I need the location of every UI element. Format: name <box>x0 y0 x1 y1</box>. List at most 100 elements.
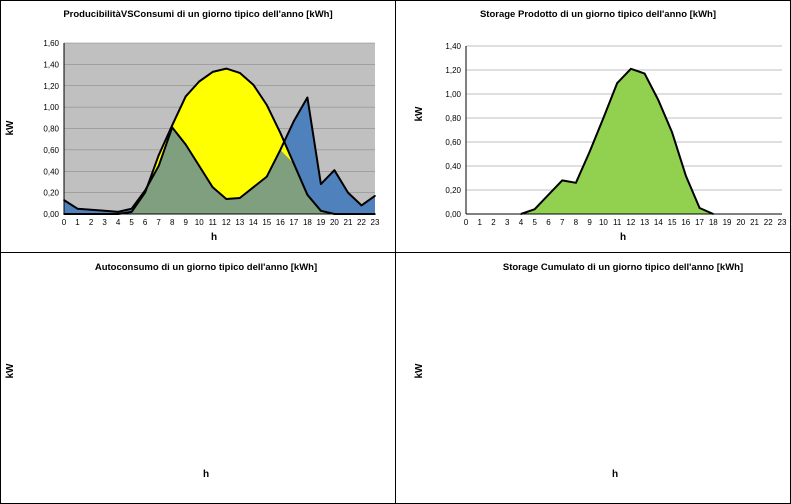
x-tick-label: 2 <box>89 218 94 227</box>
x-tick-label: 17 <box>695 218 704 227</box>
point-consumi <box>320 183 322 185</box>
x-tick-label: 17 <box>289 218 298 227</box>
point-producibilita <box>320 209 322 212</box>
line-consumi <box>63 96 376 213</box>
point-producibilita <box>157 154 160 157</box>
x-tick-label: 6 <box>143 218 148 227</box>
y-tick-label: 0,40 <box>445 162 461 171</box>
point-consumi <box>238 197 241 199</box>
y-tick-label: 0,00 <box>43 210 59 219</box>
x-tick-label: 19 <box>723 218 732 227</box>
x-tick-label: 2 <box>491 218 496 227</box>
point-consumi <box>198 165 201 167</box>
chart-title: ProducibilitàVSConsumi di un giorno tipi… <box>63 9 332 20</box>
y-tick-label: 0,80 <box>43 125 59 134</box>
area-overlap <box>64 127 375 214</box>
x-tick-label: 11 <box>613 218 622 227</box>
y-tick-label: 0,20 <box>43 189 59 198</box>
producibilita-chart: 0,000,200,400,600,801,001,201,401,600 1 2 3… <box>5 9 380 243</box>
point-consumi <box>306 96 309 99</box>
chart-title: Storage Cumulato di un giorno tipico del… <box>503 262 743 273</box>
x-axis-label: h <box>203 469 209 480</box>
point-producibilita <box>211 71 214 73</box>
point-producibilita <box>144 191 146 194</box>
x-tick-label: 15 <box>668 218 677 227</box>
point-producibilita <box>238 72 241 74</box>
storage-cumulato-chart: 0,000,501,001,502,002,503,003,5001234567… <box>414 262 743 480</box>
y-axis-label: kW <box>5 120 16 136</box>
point-storage <box>685 174 687 177</box>
point-consumi <box>360 204 363 207</box>
x-tick-label: 16 <box>681 218 690 227</box>
point-producibilita <box>252 83 255 86</box>
point-consumi <box>333 169 336 171</box>
y-tick-label: 0,40 <box>43 167 59 176</box>
point-producibilita <box>184 95 187 98</box>
point-consumi <box>374 195 376 197</box>
x-tick-label: 16 <box>276 218 285 227</box>
x-tick-label: 11 <box>209 218 218 227</box>
y-tick-label: 1,00 <box>43 103 59 112</box>
point-consumi <box>103 209 106 212</box>
point-producibilita <box>225 67 228 70</box>
y-tick-label: 0,20 <box>445 186 461 195</box>
x-tick-label: 19 <box>316 218 325 227</box>
point-storage <box>630 68 632 70</box>
x-tick-label: 9 <box>183 218 188 227</box>
point-storage <box>602 117 605 119</box>
y-tick-label: 0,80 <box>445 114 461 123</box>
x-tick-label: 20 <box>736 218 745 227</box>
x-tick-label: 22 <box>357 218 366 227</box>
x-tick-label: 10 <box>195 218 204 227</box>
x-tick-label: 20 <box>330 218 339 227</box>
point-storage <box>643 72 646 75</box>
x-tick-label: 4 <box>519 218 524 227</box>
chart-title: Storage Prodotto di un giorno tipico del… <box>480 9 716 20</box>
x-tick-label: 6 <box>546 218 551 227</box>
x-tick-label: 21 <box>750 218 759 227</box>
point-producibilita <box>198 80 201 83</box>
point-producibilita <box>130 211 133 213</box>
point-consumi <box>252 186 255 189</box>
y-tick-label: 1,40 <box>43 60 59 69</box>
point-producibilita <box>171 124 173 127</box>
y-tick-label: 0,00 <box>445 210 461 219</box>
x-tick-label: 4 <box>116 218 121 227</box>
point-storage <box>616 82 618 84</box>
x-tick-label: 8 <box>574 218 579 227</box>
area-storage <box>521 68 714 214</box>
point-storage <box>547 194 550 196</box>
x-tick-label: 12 <box>222 218 231 227</box>
chart-panel-autoconsumo: 0,000,100,200,300,400,500,600,700,800,90… <box>0 252 396 504</box>
point-storage <box>533 208 536 210</box>
x-tick-label: 1 <box>75 218 80 227</box>
x-tick-label: 23 <box>371 218 380 227</box>
point-consumi <box>144 189 146 192</box>
point-consumi <box>266 175 268 178</box>
y-tick-label: 0,60 <box>43 146 59 155</box>
y-axis-label: kW <box>414 106 425 122</box>
x-tick-label: 14 <box>654 218 663 227</box>
x-tick-label: 0 <box>464 218 469 227</box>
x-tick-label: 3 <box>102 218 107 227</box>
y-tick-label: 1,60 <box>43 39 59 48</box>
point-storage <box>657 99 660 101</box>
x-tick-label: 7 <box>156 218 161 227</box>
chart-panel-producibilita: 0,00 0,20 0,40 0,60 0,80 1,00 1,20 1,40 1,60 0 1 2 3… <box>0 0 396 253</box>
point-producibilita <box>266 104 268 106</box>
x-tick-label: 10 <box>599 218 608 227</box>
y-tick-label: 0,60 <box>445 138 461 147</box>
point-consumi <box>157 165 160 167</box>
point-producibilita <box>293 162 295 165</box>
point-consumi <box>90 208 92 211</box>
autoconsumo-chart: 0,000,100,200,300,400,500,600,700,800,90… <box>5 262 317 480</box>
x-tick-label: 0 <box>62 218 67 227</box>
x-tick-label: 13 <box>640 218 649 227</box>
point-consumi <box>347 191 349 194</box>
y-axis-label: kW <box>414 363 425 379</box>
x-axis-label: h <box>211 232 217 243</box>
point-consumi <box>279 149 282 151</box>
point-consumi <box>184 143 187 146</box>
y-axis-label: kW <box>5 363 16 379</box>
point-storage <box>698 207 701 209</box>
